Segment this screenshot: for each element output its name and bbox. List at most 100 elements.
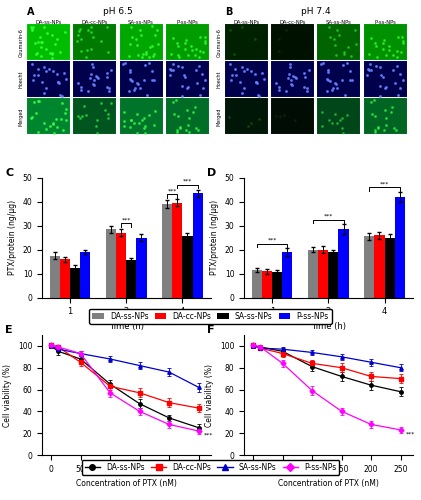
Bar bbox=[73, 98, 116, 134]
Text: F: F bbox=[207, 326, 215, 336]
Bar bbox=[27, 24, 70, 60]
Bar bbox=[166, 62, 209, 98]
Text: ***: *** bbox=[122, 218, 131, 222]
Text: ***: *** bbox=[324, 214, 333, 219]
Text: Coumarin-6: Coumarin-6 bbox=[216, 28, 221, 57]
Bar bbox=[317, 24, 360, 60]
Bar bbox=[252, 270, 262, 297]
Y-axis label: Cell viability (%): Cell viability (%) bbox=[205, 364, 214, 426]
Bar bbox=[271, 98, 314, 134]
Bar bbox=[192, 193, 203, 298]
Text: DA-ss-NPs: DA-ss-NPs bbox=[35, 20, 61, 25]
Text: Merged: Merged bbox=[216, 108, 221, 126]
Bar bbox=[271, 24, 314, 60]
Bar bbox=[73, 62, 116, 98]
Text: C: C bbox=[5, 168, 13, 178]
Bar bbox=[50, 256, 60, 298]
Text: A: A bbox=[27, 6, 35, 16]
Bar bbox=[318, 250, 328, 298]
Text: SA-ss-NPs: SA-ss-NPs bbox=[128, 20, 154, 25]
Bar bbox=[166, 62, 209, 98]
Bar bbox=[317, 98, 360, 134]
Bar bbox=[73, 62, 116, 98]
X-axis label: Concentration of PTX (nM): Concentration of PTX (nM) bbox=[76, 480, 177, 488]
Bar bbox=[317, 24, 360, 60]
Bar bbox=[271, 24, 314, 60]
Text: SA-ss-NPs: SA-ss-NPs bbox=[326, 20, 352, 25]
Text: Hoecht: Hoecht bbox=[216, 71, 221, 88]
Bar bbox=[364, 98, 407, 134]
Text: ***: *** bbox=[268, 238, 277, 243]
Bar bbox=[225, 24, 268, 60]
Bar bbox=[172, 202, 182, 298]
Bar bbox=[136, 238, 147, 298]
Bar bbox=[162, 204, 172, 298]
Text: B: B bbox=[225, 6, 233, 16]
Bar bbox=[364, 24, 407, 60]
Bar bbox=[364, 236, 374, 298]
X-axis label: Concentration of PTX (nM): Concentration of PTX (nM) bbox=[278, 480, 379, 488]
Bar bbox=[182, 236, 192, 298]
Bar bbox=[120, 98, 163, 134]
Bar bbox=[116, 232, 126, 298]
Bar bbox=[225, 62, 268, 98]
Bar bbox=[308, 250, 318, 298]
Bar bbox=[384, 238, 394, 298]
Y-axis label: Cell viability (%): Cell viability (%) bbox=[3, 364, 12, 426]
Bar bbox=[73, 24, 116, 60]
Bar bbox=[27, 24, 70, 60]
Bar bbox=[60, 259, 70, 298]
Text: D: D bbox=[207, 168, 216, 178]
Bar bbox=[126, 260, 136, 298]
Text: Merged: Merged bbox=[19, 108, 24, 126]
Bar bbox=[225, 98, 268, 134]
Bar bbox=[271, 98, 314, 134]
Text: pH 7.4: pH 7.4 bbox=[301, 6, 330, 16]
Bar bbox=[364, 24, 407, 60]
Bar bbox=[120, 24, 163, 60]
Bar bbox=[166, 98, 209, 134]
Bar bbox=[282, 252, 293, 298]
Bar bbox=[73, 24, 116, 60]
X-axis label: Time (h): Time (h) bbox=[109, 322, 144, 331]
Legend: DA-ss-NPs, DA-cc-NPs, SA-ss-NPs, P-ss-NPs: DA-ss-NPs, DA-cc-NPs, SA-ss-NPs, P-ss-NP… bbox=[82, 460, 339, 475]
Text: ***: *** bbox=[203, 432, 213, 438]
Bar bbox=[225, 24, 268, 60]
Bar bbox=[166, 24, 209, 60]
Bar bbox=[27, 62, 70, 98]
Text: P-ss-NPs: P-ss-NPs bbox=[176, 20, 198, 25]
Text: Coumarin-6: Coumarin-6 bbox=[19, 28, 24, 57]
Text: E: E bbox=[5, 326, 13, 336]
Bar bbox=[225, 62, 268, 98]
Text: P-ss-NPs: P-ss-NPs bbox=[374, 20, 396, 25]
Text: ***: *** bbox=[183, 179, 192, 184]
Bar bbox=[338, 229, 349, 298]
Bar bbox=[27, 62, 70, 98]
Bar bbox=[271, 62, 314, 98]
Bar bbox=[166, 24, 209, 60]
Bar bbox=[73, 98, 116, 134]
Legend: DA-ss-NPs, DA-cc-NPs, SA-ss-NPs, P-ss-NPs: DA-ss-NPs, DA-cc-NPs, SA-ss-NPs, P-ss-NP… bbox=[89, 308, 332, 324]
X-axis label: Time (h): Time (h) bbox=[311, 322, 346, 331]
Bar bbox=[262, 271, 272, 297]
Bar bbox=[317, 62, 360, 98]
Bar bbox=[272, 272, 282, 297]
Bar bbox=[328, 252, 338, 298]
Bar bbox=[120, 62, 163, 98]
Y-axis label: PTX/protein (ng/μg): PTX/protein (ng/μg) bbox=[8, 200, 17, 275]
Bar bbox=[364, 62, 407, 98]
Text: Hoecht: Hoecht bbox=[19, 71, 24, 88]
Bar bbox=[225, 98, 268, 134]
Bar bbox=[394, 196, 405, 298]
Bar bbox=[374, 235, 384, 298]
Y-axis label: PTX/protein (ng/μg): PTX/protein (ng/μg) bbox=[210, 200, 219, 275]
Bar bbox=[120, 24, 163, 60]
Text: DA-cc-NPs: DA-cc-NPs bbox=[82, 20, 108, 25]
Bar bbox=[317, 62, 360, 98]
Bar bbox=[120, 98, 163, 134]
Bar bbox=[106, 229, 116, 298]
Text: ***: *** bbox=[380, 182, 389, 186]
Text: DA-ss-NPs: DA-ss-NPs bbox=[233, 20, 259, 25]
Bar bbox=[317, 98, 360, 134]
Text: ***: *** bbox=[405, 432, 415, 436]
